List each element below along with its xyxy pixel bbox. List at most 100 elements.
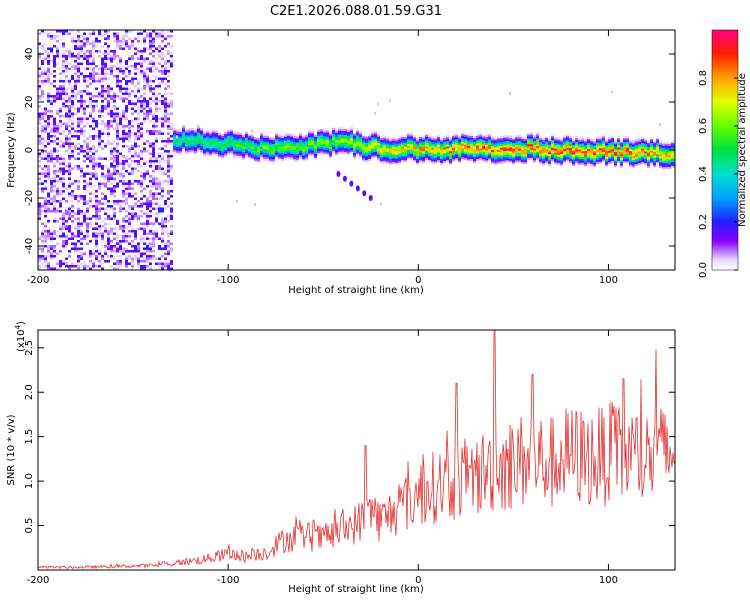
heatmap-cell [560,144,563,147]
heatmap-cell [113,52,116,55]
heatmap-cell [104,222,107,225]
heatmap-cell [104,230,107,233]
heatmap-cell [449,156,452,159]
heatmap-cell [671,142,674,145]
heatmap-cell [338,130,341,133]
heatmap-cell [272,139,275,142]
heatmap-cell [44,70,47,73]
heatmap-cell [590,153,593,157]
heatmap-cell [479,136,482,139]
heatmap-cell [68,87,71,90]
heatmap-cell [110,182,113,185]
heatmap-cell [572,161,575,165]
heatmap-cell [428,134,431,138]
heatmap-cell [530,153,533,156]
heatmap-cell [167,132,170,135]
heatmap-cell [137,245,140,248]
heatmap-cell [671,146,674,149]
heatmap-cell [152,142,155,145]
heatmap-cell [626,157,629,160]
heatmap-cell [65,207,68,210]
heatmap-cell [107,235,110,238]
heatmap-cell [575,162,578,165]
heatmap-cell [146,242,149,245]
heatmap-cell [236,142,239,145]
heatmap-cell [326,153,329,156]
heatmap-cell [38,215,41,218]
heatmap-cell [548,153,551,157]
heatmap-cell [194,141,197,144]
heatmap-cell [104,142,107,145]
heatmap-cell [56,127,59,130]
heatmap-cell [518,144,521,147]
heatmap-cell [101,120,104,123]
heatmap-cell [164,120,167,123]
heatmap-cell [566,138,569,141]
heatmap-cell [116,55,119,58]
heatmap-cell [80,240,83,243]
heatmap-cell [122,167,125,170]
heatmap-cell [182,148,185,151]
heatmap-cell [428,140,431,143]
heatmap-cell [218,144,221,147]
heatmap-cell [47,210,50,213]
heatmap-cell [164,257,167,260]
heatmap-cell [167,262,170,265]
heatmap-cell [647,159,650,163]
heatmap-cell [485,159,488,163]
heatmap-cell [437,155,440,159]
heatmap-cell [473,153,476,156]
heatmap-cell [98,165,101,168]
heatmap-cell [602,155,605,158]
heatmap-cell [356,151,359,154]
heatmap-cell [548,155,551,159]
heatmap-cell [74,147,77,150]
heatmap-cell [131,40,134,43]
heatmap-cell [344,151,347,155]
heatmap-cell [428,148,431,151]
heatmap-cell [290,138,293,141]
heatmap-cell [167,232,170,235]
heatmap-cell [101,35,104,38]
heatmap-cell [149,152,152,155]
heatmap-cell [77,200,80,203]
heatmap-cell [560,159,563,162]
heatmap-cell [98,235,101,238]
heatmap-cell [95,50,98,53]
heatmap-cell [626,137,629,141]
heatmap-cell [158,92,161,95]
heatmap-cell [41,210,44,213]
heatmap-cell [503,152,506,155]
heatmap-cell [461,137,464,141]
heatmap-cell [131,217,134,220]
heatmap-cell [83,77,86,80]
heatmap-cell [458,143,461,146]
heatmap-cell [422,147,425,150]
heatmap-cell [602,143,605,147]
heatmap-cell [119,137,122,140]
heatmap-cell [167,120,170,123]
heatmap-cell [83,80,86,83]
heatmap-cell [632,155,635,158]
heatmap-cell [119,57,122,60]
heatmap-cell [59,250,62,253]
heatmap-cell [533,150,536,153]
heatmap-cell [56,47,59,50]
heatmap-cell [617,152,620,156]
heatmap-cell [47,172,50,175]
heatmap-cell [143,57,146,60]
heatmap-cell [143,162,146,165]
heatmap-cell [329,144,332,148]
heatmap-cell [488,144,491,147]
heatmap-cell [149,110,152,113]
heatmap-cell [635,144,638,147]
heatmap-cell [167,80,170,83]
heatmap-cell [41,82,44,85]
heatmap-cell [143,202,146,205]
heatmap-cell [74,85,77,88]
heatmap-cell [617,158,620,161]
heatmap-cell [65,242,68,245]
heatmap-cell [251,154,254,157]
heatmap-cell [68,255,71,258]
heatmap-cell [170,60,173,63]
